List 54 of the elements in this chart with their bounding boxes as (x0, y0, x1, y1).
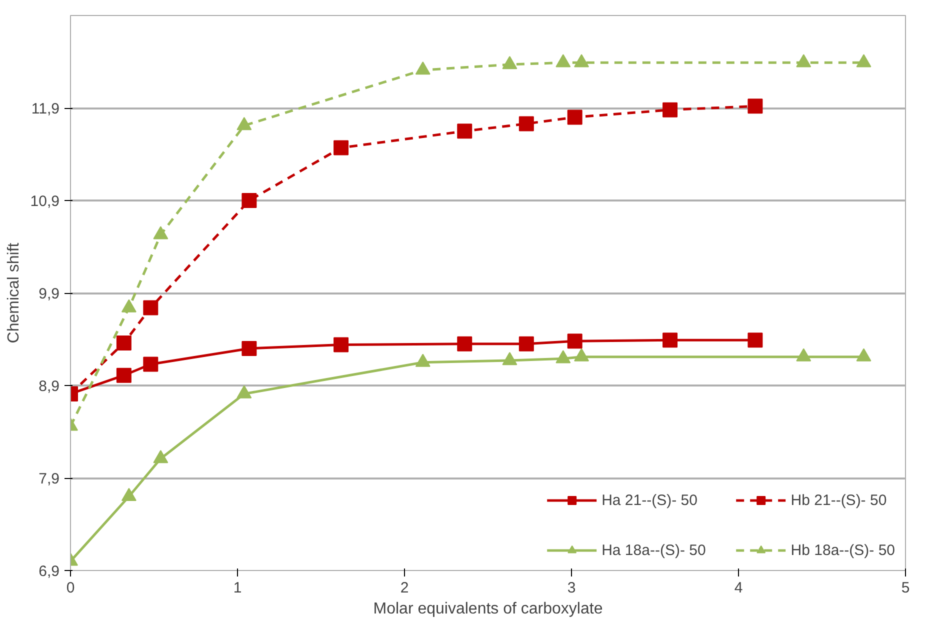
point (856, 54, 872, 68)
point (121, 488, 136, 502)
point (748, 98, 763, 114)
point (236, 385, 252, 398)
point (242, 193, 257, 208)
x-tick-label: 5 (901, 580, 910, 596)
point (143, 300, 158, 316)
point (502, 56, 518, 70)
point (574, 348, 590, 362)
x-tick-label: 2 (400, 580, 409, 596)
point (796, 54, 812, 68)
point (748, 332, 763, 348)
point (415, 354, 430, 367)
point (334, 337, 349, 352)
point (242, 341, 257, 356)
legend-label: Ha 18a--(S)- 50 (602, 542, 706, 558)
point (518, 116, 534, 132)
point (457, 336, 472, 352)
point (856, 348, 872, 362)
point (457, 124, 472, 139)
x-tick-label: 4 (734, 580, 743, 596)
point (574, 54, 590, 68)
x-axis-title: Molar equivalents of carboxylate (373, 600, 603, 618)
x-tick-label: 1 (233, 580, 242, 596)
legend-label: Hb 18a--(S)- 50 (790, 542, 895, 558)
y-tick-label: 7,9 (38, 470, 60, 488)
y-tick-label: 11,9 (31, 100, 60, 118)
y-tick-label: 8,9 (38, 378, 60, 395)
point (556, 54, 571, 68)
point (567, 334, 582, 349)
point (796, 348, 812, 362)
point (334, 140, 349, 156)
legend-label: Hb 21--(S)- 50 (790, 492, 887, 508)
point (153, 450, 168, 464)
point (121, 299, 136, 312)
point (153, 226, 168, 240)
point (116, 368, 132, 383)
y-tick-label: 6,9 (38, 563, 60, 580)
point (556, 350, 571, 364)
point (143, 356, 158, 372)
point (415, 61, 430, 75)
point (662, 102, 678, 118)
point (116, 335, 132, 350)
y-axis-title: Chemical shift (5, 242, 22, 344)
y-tick-label: 10,9 (30, 193, 60, 210)
point (518, 336, 534, 352)
point (502, 352, 518, 366)
y-tick-label: 9,9 (38, 286, 60, 302)
point (662, 332, 678, 348)
legend-label: Ha 21--(S)- 50 (602, 492, 698, 508)
point (567, 110, 582, 125)
x-tick-label: 3 (567, 580, 576, 596)
point (236, 116, 252, 130)
x-tick-label: 0 (66, 580, 75, 596)
